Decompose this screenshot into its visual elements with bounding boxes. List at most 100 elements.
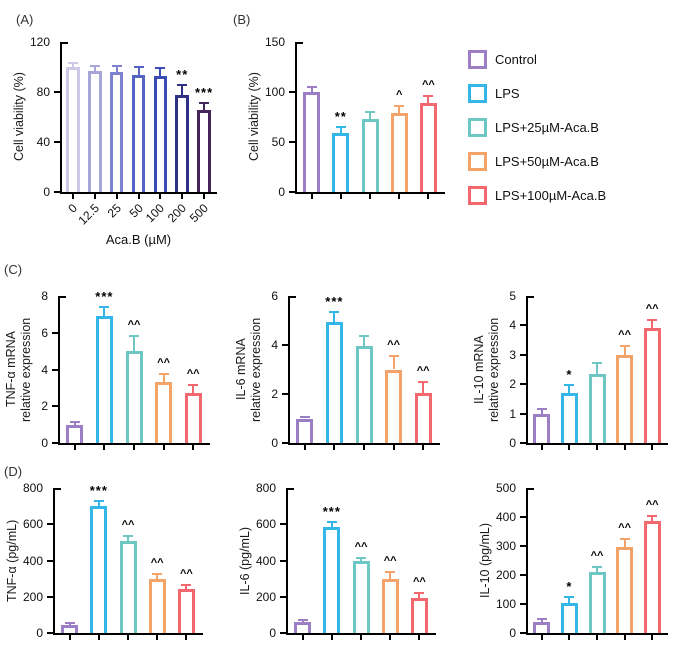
x-tick: [310, 194, 313, 199]
y-tick: [280, 559, 286, 562]
bar: [109, 72, 124, 192]
y-axis-title: relative expression: [19, 317, 33, 422]
error-bar: [71, 63, 74, 67]
significance-marker: ^^: [157, 357, 171, 370]
y-tick: [52, 405, 58, 408]
bar: [153, 75, 168, 192]
y-tick-label: 2: [271, 387, 278, 401]
legend-label: LPS+25µM-Aca.B: [495, 119, 599, 135]
error-bar: [540, 408, 543, 414]
y-tick: [52, 368, 58, 371]
x-axis: [526, 633, 668, 635]
error-bar: [568, 385, 571, 394]
y-tick: [520, 353, 526, 356]
error-bar-cap: [619, 538, 630, 541]
error-bar: [540, 619, 543, 622]
y-tick: [289, 191, 295, 193]
y-tick-label: 600: [22, 517, 43, 532]
error-bar-cap: [592, 362, 602, 365]
error-bar-cap: [647, 318, 658, 321]
error-bar: [418, 593, 421, 598]
bar: [588, 572, 606, 633]
legend-item: LPS: [468, 82, 606, 104]
x-axis-title: Aca.B (µM): [105, 232, 172, 247]
significance-marker: ***: [322, 504, 341, 520]
bar: [410, 597, 428, 633]
x-tick: [392, 445, 395, 450]
bar: [184, 393, 202, 443]
y-tick-label: 4: [271, 338, 278, 352]
x-tick: [162, 445, 165, 450]
panel-label-a: (A): [16, 12, 34, 27]
significance-marker: ^^: [186, 368, 200, 381]
error-bar: [651, 319, 654, 329]
legend-label: LPS+50µM-Aca.B: [495, 153, 599, 169]
error-bar: [159, 68, 162, 76]
significance-marker: ^^: [150, 557, 164, 570]
x-tick: [540, 635, 543, 640]
y-tick: [60, 296, 66, 298]
bar: [588, 373, 606, 443]
error-bar: [185, 584, 188, 589]
error-bar-cap: [111, 64, 122, 67]
x-tick: [398, 194, 401, 199]
error-bar: [596, 363, 598, 374]
chart-il6-mrna: 0 2 4 6 IL-6 mRNA relative expression *** ^^ ^^: [230, 256, 460, 456]
error-bar-cap: [326, 521, 337, 524]
y-axis: [295, 42, 297, 194]
y-axis: [288, 296, 290, 445]
error-bar: [651, 516, 654, 522]
error-bar-cap: [619, 344, 630, 347]
y-tick-label: 0: [41, 436, 48, 450]
y-axis-title: TNF-α (pg/mL): [5, 519, 19, 602]
y-tick: [520, 603, 526, 605]
bar: [560, 602, 578, 633]
y-tick: [297, 42, 303, 44]
panel-label-c: (C): [4, 262, 23, 277]
x-tick: [103, 445, 106, 450]
significance-marker: ^^: [590, 549, 604, 562]
x-tick: [623, 445, 626, 450]
y-tick-label: 80: [36, 85, 50, 99]
y-tick-label: 200: [495, 568, 516, 582]
x-tick: [303, 445, 306, 450]
error-bar-cap: [123, 535, 133, 538]
x-axis: [526, 443, 668, 445]
significance-marker: ^^: [354, 540, 368, 553]
y-tick-label: 0: [509, 626, 516, 640]
x-tick: [203, 194, 206, 199]
bar: [88, 70, 102, 192]
error-bar-cap: [69, 420, 80, 423]
y-tick: [54, 141, 60, 143]
error-bar-cap: [93, 499, 104, 502]
bar: [414, 392, 432, 443]
y-tick-label: 0: [43, 185, 50, 199]
error-bar: [73, 421, 76, 425]
y-tick: [520, 383, 526, 386]
y-tick-label: 6: [41, 325, 48, 340]
y-axis: [58, 296, 60, 445]
error-bar: [427, 96, 430, 103]
y-tick: [520, 516, 526, 518]
significance-marker: **: [334, 109, 347, 124]
y-tick: [52, 331, 58, 334]
error-bar: [339, 127, 342, 133]
x-tick: [181, 194, 184, 199]
legend-label: LPS: [495, 85, 520, 101]
significance-marker: ^^: [127, 319, 141, 332]
x-tick: [115, 194, 118, 199]
x-tick: [369, 194, 371, 199]
error-bar-cap: [423, 95, 434, 97]
x-tick: [159, 194, 162, 199]
bar: [303, 92, 321, 192]
x-tick: [596, 635, 598, 640]
legend-item: LPS+25µM-Aca.B: [468, 116, 606, 138]
bar: [197, 109, 211, 192]
error-bar: [369, 112, 371, 119]
y-tick: [520, 545, 526, 547]
x-tick: [389, 635, 392, 640]
x-tick: [68, 635, 71, 640]
y-tick: [280, 595, 286, 598]
error-bar-cap: [306, 86, 317, 88]
x-axis: [295, 192, 445, 194]
